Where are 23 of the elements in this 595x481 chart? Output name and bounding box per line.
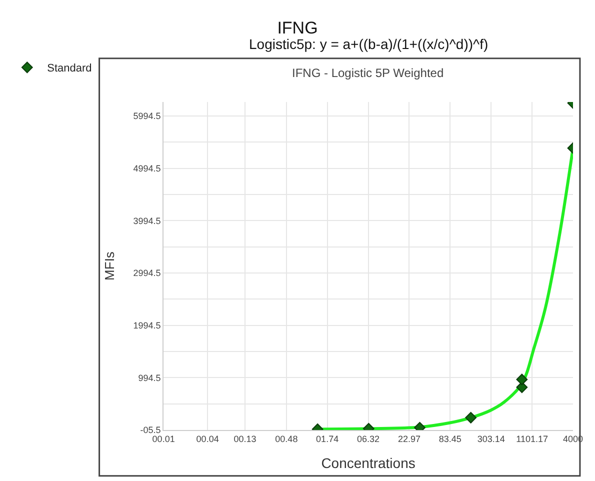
- x-tick-label: 00.48: [275, 434, 298, 444]
- text: IFNG - Logistic 5P Weighted: [292, 66, 444, 80]
- y-tick-label: 3994.5: [133, 216, 161, 226]
- legend-label: Standard: [47, 62, 92, 75]
- x-axis-title: Concentrations: [321, 455, 416, 472]
- x-tick-label: 00.13: [234, 434, 256, 444]
- x-tick-label: 303.14: [477, 434, 505, 444]
- y-tick-label: 1994.5: [133, 320, 161, 330]
- x-tick-label: 00.01: [152, 434, 175, 444]
- y-tick-label: 994.5: [138, 372, 161, 383]
- y-tick-label: -05.5: [140, 425, 161, 436]
- x-tick-label: 01.74: [316, 434, 339, 444]
- x-tick-label: 83.45: [438, 434, 462, 444]
- y-tick-label: 4994.5: [133, 163, 161, 174]
- x-tick-label: 00.04: [196, 434, 219, 444]
- chart-title: IFNG: [277, 18, 318, 38]
- y-tick-label: 2994.5: [133, 268, 161, 278]
- y-tick-label: 5994.5: [133, 111, 161, 122]
- x-tick-label: 06.32: [356, 434, 380, 444]
- y-axis-title: MFIs: [102, 251, 118, 280]
- chart-subtitle: Logistic5p: y = a+((b-a)/(1+((x/c)^d))^f): [249, 36, 488, 52]
- x-tick-label: 22.97: [398, 434, 420, 444]
- x-tick-label: 1101.17: [516, 434, 548, 444]
